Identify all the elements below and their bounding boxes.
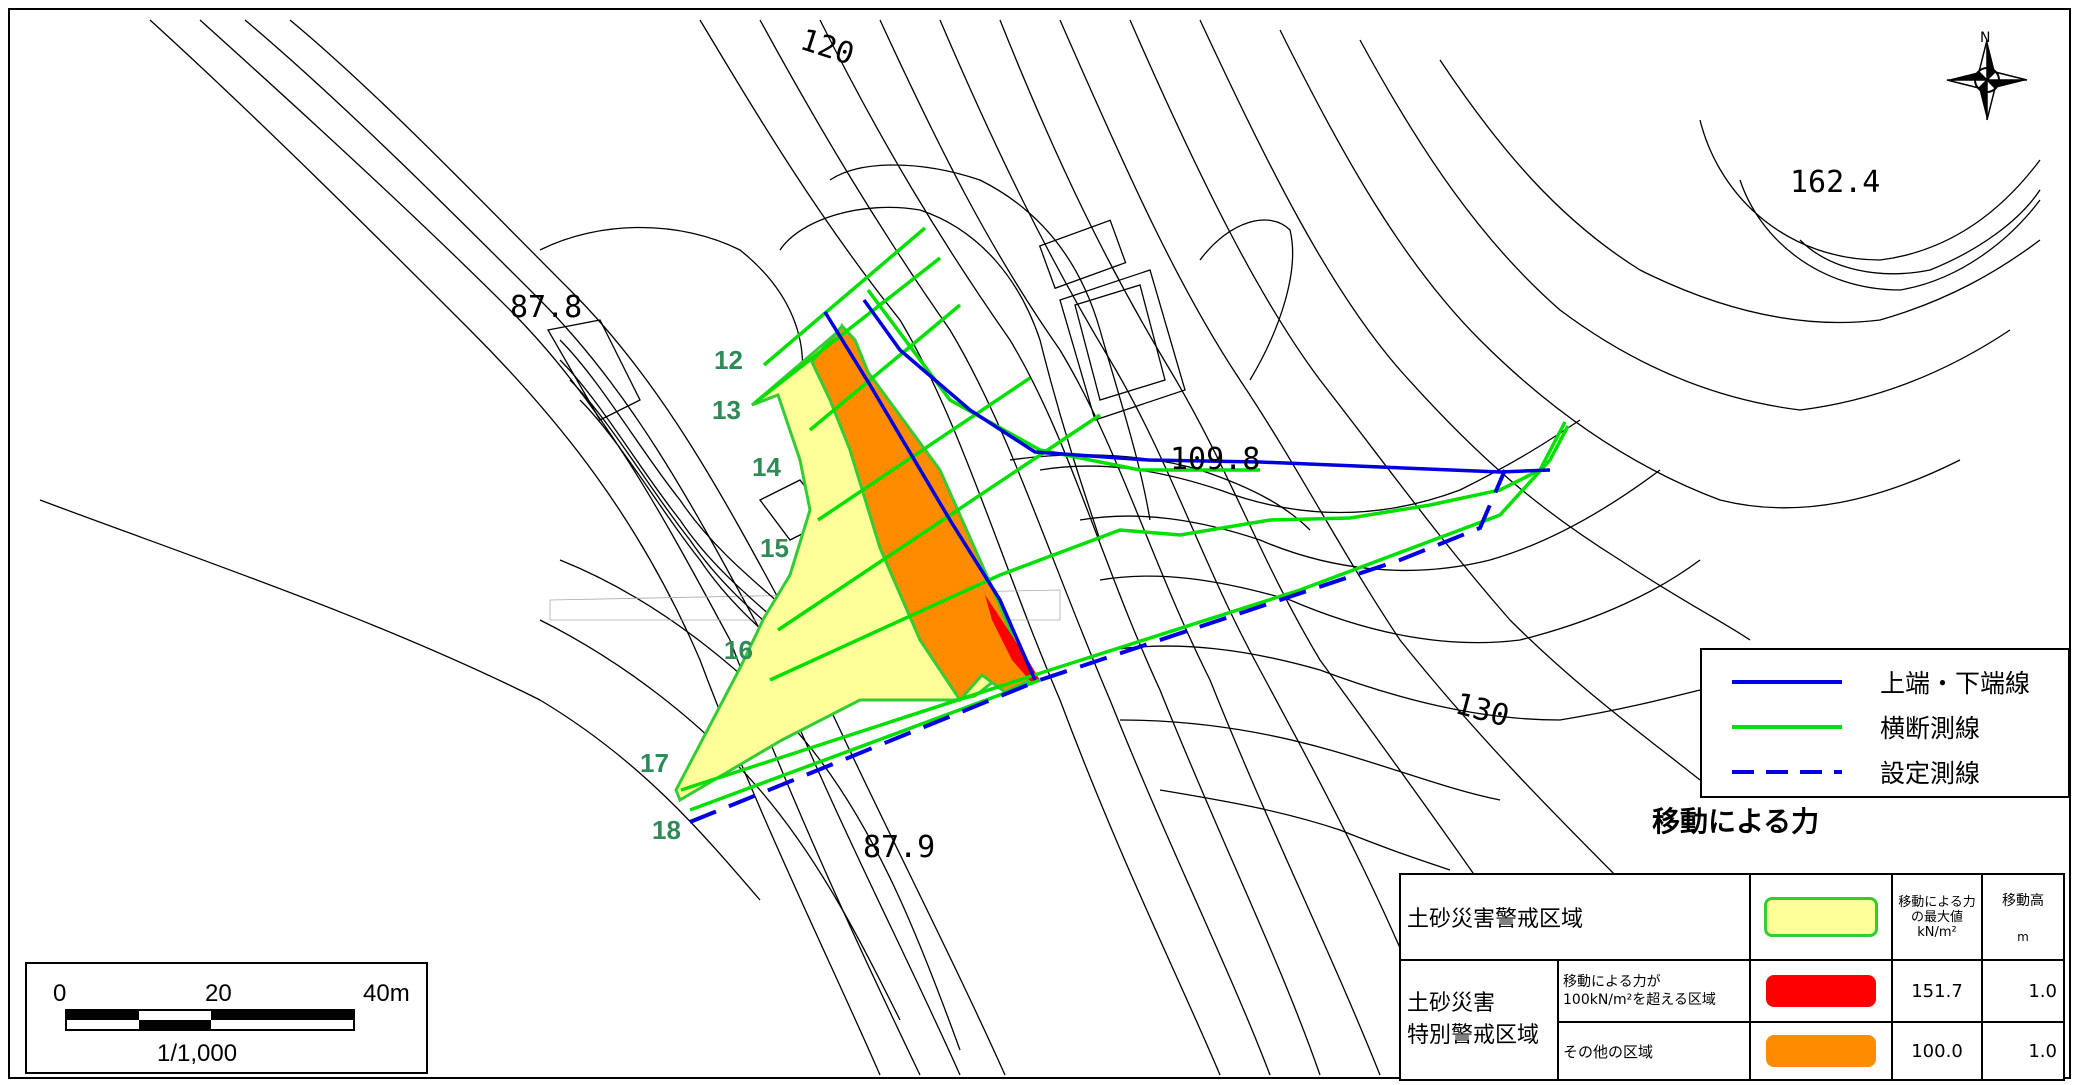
over-swatch-cell (1749, 959, 1893, 1023)
set-line (689, 469, 1507, 824)
compass-rose (1946, 39, 2028, 121)
other-swatch-cell (1749, 1021, 1893, 1081)
over-force-value: 151.7 (1891, 959, 1983, 1023)
other-force-value: 100.0 (1891, 1021, 1983, 1081)
section-number: 14 (752, 452, 781, 482)
height-header: 移動高 m (1981, 873, 2065, 961)
force-header-text: 移動による力の最大値 (1898, 894, 1976, 925)
other-swatch (1766, 1035, 1876, 1067)
scale-tick-label: 20 (205, 980, 232, 1007)
other-height-value: 1.0 (1981, 1021, 2065, 1081)
over-zone-line2: 100kN/m²を超える区域 (1563, 992, 1716, 1008)
elevation-label: 162.4 (1790, 165, 1881, 200)
warning-swatch-cell (1749, 873, 1893, 961)
scale-tick-label: 0 (53, 980, 67, 1007)
legend-label: 横断測線 (1880, 714, 1981, 743)
legend-swatch-section (1732, 725, 1842, 729)
force-header-unit: kN/m² (1917, 924, 1957, 940)
height-header-text: 移動高 (2002, 893, 2044, 909)
scale-ratio: 1/1,000 (157, 1040, 238, 1067)
over-height-value: 1.0 (1981, 959, 2065, 1023)
section-number: 12 (714, 345, 743, 375)
scale-bar: 0 20 40m 1/1,000 (25, 962, 428, 1074)
legend-label: 設定測線 (1880, 759, 1981, 788)
elevation-label: 87.9 (863, 830, 936, 865)
legend-item: 横断測線 (1702, 705, 2068, 749)
special-zone-line2: 特別警戒区域 (1407, 1023, 1540, 1048)
special-zone-other (810, 323, 1032, 703)
section-number: 15 (760, 533, 789, 563)
line-legend: 上端・下端線 横断測線 設定測線 (1700, 648, 2070, 798)
legend-swatch-set (1732, 770, 1842, 774)
legend-label: 上端・下端線 (1880, 669, 2031, 698)
zone-table: 土砂災害警戒区域 移動による力の最大値 kN/m² 移動高 m 土砂災害 特別警… (1399, 873, 2065, 1081)
legend-item: 上端・下端線 (1702, 660, 2068, 704)
contour-lines (39, 19, 2041, 1076)
elevation-label: 87.8 (510, 290, 583, 325)
section-number: 13 (712, 395, 741, 425)
scale-tick-label: 40m (363, 980, 410, 1007)
warning-zone-label: 土砂災害警戒区域 (1399, 873, 1751, 961)
elevation-label: 109.8 (1170, 442, 1261, 477)
scale-bar-graphic (65, 1009, 355, 1031)
map-frame (8, 8, 2071, 1079)
other-zone-label: その他の区域 (1557, 1021, 1751, 1081)
section-number: 17 (640, 748, 669, 778)
section-number: 16 (724, 635, 753, 665)
legend-item: 設定測線 (1702, 750, 2068, 794)
legend-swatch-edge (1732, 680, 1842, 684)
over-swatch (1766, 975, 1876, 1007)
special-zone-label: 土砂災害 特別警戒区域 (1399, 959, 1559, 1081)
over-zone-line1: 移動による力が (1563, 974, 1661, 990)
special-zone-line1: 土砂災害 (1407, 991, 1496, 1016)
compass-north-label: N (1980, 30, 1991, 46)
section-number: 18 (652, 815, 681, 845)
warning-swatch (1764, 897, 1878, 937)
edge-lines (823, 298, 1551, 681)
force-header: 移動による力の最大値 kN/m² (1891, 873, 1983, 961)
height-header-unit: m (2017, 930, 2029, 944)
force-title: 移動による力 (1648, 800, 1824, 840)
over-zone-label: 移動による力が 100kN/m²を超える区域 (1557, 959, 1751, 1023)
